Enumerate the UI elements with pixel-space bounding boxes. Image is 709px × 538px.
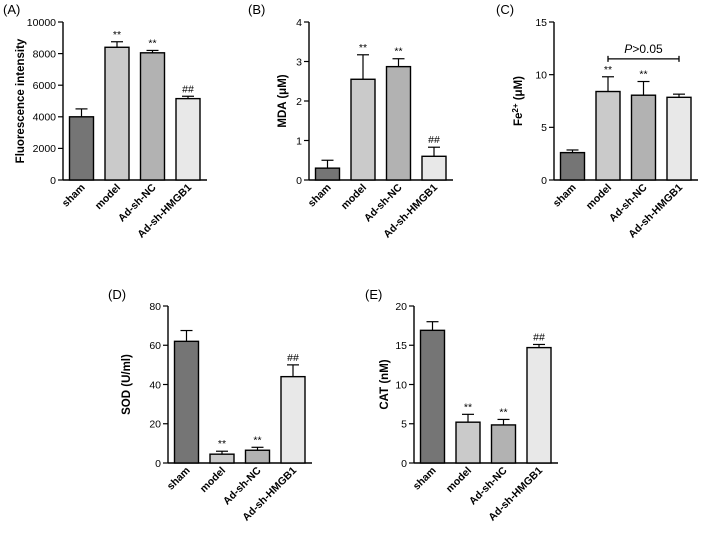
bar — [68, 116, 95, 181]
bar — [595, 90, 621, 181]
panel-label: (B) — [248, 2, 265, 17]
y-tick-label: 0 — [155, 458, 161, 470]
significance-label: ## — [428, 134, 440, 146]
category-label: sham — [306, 182, 334, 210]
significance-label: ** — [113, 29, 121, 41]
y-tick-label: 20 — [395, 301, 407, 313]
bar — [630, 94, 657, 181]
y-tick-label: 0 — [541, 175, 547, 187]
bar — [209, 453, 235, 464]
y-tick-label: 0 — [296, 175, 302, 187]
bar — [350, 78, 376, 181]
y-tick-label: 3 — [296, 56, 302, 68]
y-axis-title: SOD (U/ml) — [121, 354, 133, 415]
category-label: model — [444, 465, 474, 495]
significance-label: ** — [253, 434, 261, 446]
y-axis-title-main: Fe — [513, 113, 525, 126]
p-value-text: >0.05 — [632, 42, 663, 56]
bar — [526, 346, 552, 464]
bar — [419, 329, 446, 464]
significance-label: ** — [148, 37, 156, 49]
category-label: model — [198, 465, 228, 495]
y-tick-label: 0 — [401, 458, 407, 470]
y-tick-label: 4 — [296, 17, 302, 29]
y-tick-label: 5 — [541, 122, 547, 134]
y-tick-label: 2 — [296, 96, 302, 108]
category-label: sham — [60, 182, 88, 210]
significance-label: ## — [287, 352, 299, 364]
bar — [385, 65, 412, 181]
y-tick-label: 10 — [395, 379, 407, 391]
y-tick-label: 5 — [401, 419, 407, 431]
category-label: sham — [165, 465, 193, 493]
significance-label: ** — [464, 401, 472, 413]
y-axis-title-superscript: 2+ — [511, 103, 520, 112]
bar — [559, 151, 586, 181]
bar — [175, 97, 201, 181]
y-axis-title-unit: (μM) — [513, 76, 525, 104]
bar — [421, 155, 447, 181]
significance-label: ** — [394, 46, 402, 58]
panel-label: (E) — [365, 287, 382, 302]
category-label: model — [93, 182, 123, 212]
y-axis-title: CAT (nM) — [379, 359, 391, 409]
significance-label: ## — [533, 331, 545, 343]
y-tick-label: 40 — [149, 379, 161, 391]
category-label: model — [584, 182, 614, 212]
significance-label: ** — [639, 69, 647, 81]
panel-label: (D) — [108, 287, 126, 302]
bar — [455, 421, 481, 464]
y-tick-label: 20 — [149, 419, 161, 431]
y-tick-label: 6000 — [33, 80, 57, 92]
y-axis-title: Fluorescence intensity — [15, 38, 27, 163]
significance-label: ## — [182, 83, 194, 95]
y-tick-label: 15 — [535, 17, 547, 29]
significance-label: ** — [359, 42, 367, 54]
category-label: sham — [411, 465, 439, 493]
significance-label: ** — [604, 64, 612, 76]
bar — [139, 52, 166, 181]
significance-label: ** — [499, 406, 507, 418]
y-tick-label: 1 — [296, 135, 302, 147]
category-label: model — [339, 182, 369, 212]
panel-label: (C) — [496, 2, 514, 17]
bar — [244, 449, 271, 464]
y-tick-label: 15 — [395, 340, 407, 352]
category-label: sham — [551, 182, 579, 210]
significance-label: ** — [218, 438, 226, 450]
y-axis-title: MDA (μM) — [277, 74, 289, 127]
y-tick-label: 80 — [149, 301, 161, 313]
bar — [280, 375, 306, 464]
bar — [490, 424, 517, 464]
y-tick-label: 8000 — [33, 48, 57, 60]
y-tick-label: 2000 — [33, 143, 57, 155]
bar — [314, 167, 341, 181]
bar — [666, 96, 692, 181]
y-tick-label: 60 — [149, 340, 161, 352]
y-axis-title: Fe2+ (μM) — [511, 76, 525, 126]
p-value-annotation: P>0.05 — [624, 42, 663, 56]
y-tick-label: 4000 — [33, 112, 57, 124]
bar — [173, 340, 200, 464]
bar — [104, 46, 130, 181]
panel-label: (A) — [3, 2, 20, 17]
p-value-symbol: P — [624, 42, 632, 56]
y-tick-label: 10000 — [27, 17, 56, 29]
y-tick-label: 10 — [535, 69, 547, 81]
y-tick-label: 0 — [50, 175, 56, 187]
